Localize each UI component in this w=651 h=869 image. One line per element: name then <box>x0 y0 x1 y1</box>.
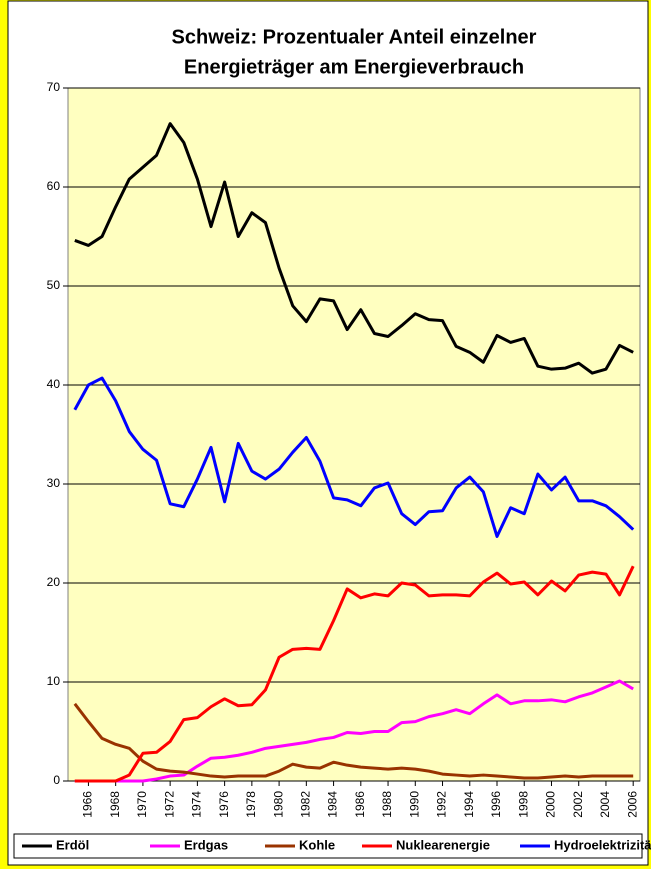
legend-label: Erdgas <box>184 837 228 852</box>
y-tick-label: 70 <box>47 80 61 94</box>
x-tick-label: 1998 <box>516 791 530 818</box>
series-line <box>73 376 635 538</box>
x-tick-label: 1992 <box>435 791 449 818</box>
x-tick-label: 1994 <box>462 791 476 818</box>
y-tick-label: 30 <box>47 476 61 490</box>
x-tick-label: 2006 <box>625 791 639 818</box>
x-tick-label: 1976 <box>217 791 231 818</box>
y-tick-label: 10 <box>47 674 61 688</box>
x-tick-label: 1978 <box>244 791 258 818</box>
x-tick-label: 1982 <box>299 791 313 818</box>
y-tick-label: 20 <box>47 575 61 589</box>
legend-label: Erdöl <box>56 837 89 852</box>
chart-title: Schweiz: Prozentualer Anteil einzelner <box>172 26 537 48</box>
x-tick-label: 1986 <box>353 791 367 818</box>
legend-label: Kohle <box>299 837 335 852</box>
y-tick-label: 50 <box>47 278 61 292</box>
series-line <box>74 679 634 783</box>
y-tick-label: 60 <box>47 179 61 193</box>
x-tick-label: 1974 <box>190 791 204 818</box>
legend-label: Hydroelektrizität <box>554 837 651 852</box>
legend-label: Nuklearenergie <box>396 837 490 852</box>
x-tick-label: 2002 <box>571 791 585 818</box>
series-line <box>74 565 635 783</box>
x-tick-label: 1984 <box>326 791 340 818</box>
x-tick-label: 1968 <box>108 791 122 818</box>
y-tick-label: 0 <box>53 773 60 787</box>
x-tick-label: 2004 <box>598 791 612 818</box>
y-tick-label: 40 <box>47 377 61 391</box>
x-tick-label: 1966 <box>81 791 95 818</box>
chart-title: Energieträger am Energieverbrauch <box>184 56 524 78</box>
plot-area <box>67 87 641 782</box>
x-tick-label: 1990 <box>407 791 421 818</box>
x-tick-label: 1970 <box>135 791 149 818</box>
series-line <box>73 702 634 780</box>
x-tick-label: 1988 <box>380 791 394 818</box>
series-line <box>74 122 634 375</box>
x-tick-label: 1980 <box>271 791 285 818</box>
x-tick-label: 2000 <box>544 791 558 818</box>
x-tick-label: 1996 <box>489 791 503 818</box>
x-tick-label: 1972 <box>162 791 176 818</box>
